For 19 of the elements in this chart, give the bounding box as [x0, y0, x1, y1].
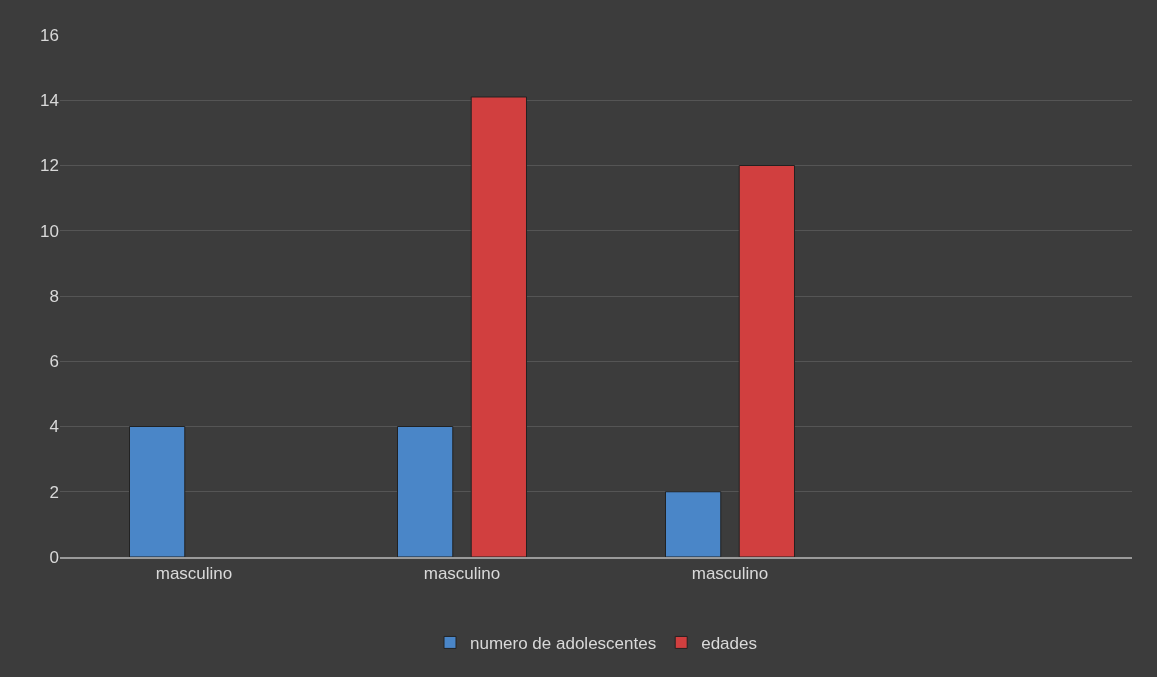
y-tick-label: 6 — [49, 352, 59, 372]
y-tick-label: 12 — [40, 156, 59, 176]
y-tick-label: 8 — [49, 286, 59, 306]
x-tick-label: masculino — [155, 564, 233, 584]
bar — [470, 96, 527, 557]
y-tick-label: 14 — [40, 91, 59, 111]
bar — [129, 426, 186, 557]
legend-label: edades — [701, 634, 757, 654]
bar — [665, 491, 722, 557]
x-tick-label: masculino — [691, 564, 769, 584]
legend-label: numero de adolescentes — [470, 634, 657, 654]
y-tick-label: 4 — [49, 417, 59, 437]
y-tick-label: 0 — [49, 547, 59, 567]
y-tick-label: 16 — [40, 25, 59, 45]
y-tick-label: 2 — [49, 482, 59, 502]
bar — [738, 165, 795, 557]
bar — [397, 426, 454, 557]
x-tick-label: masculino — [423, 564, 501, 584]
y-tick-label: 10 — [40, 221, 59, 241]
